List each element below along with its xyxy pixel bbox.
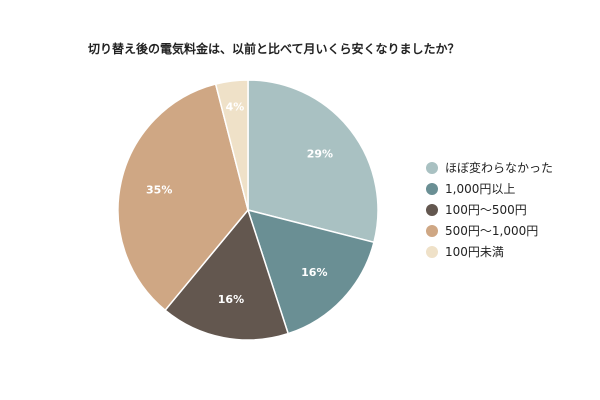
legend-swatch bbox=[426, 161, 438, 174]
legend-label: 100円〜500円 bbox=[445, 203, 527, 217]
pie-slice-2[interactable] bbox=[246, 208, 375, 335]
pie-data-label-3: 16% bbox=[218, 293, 244, 306]
legend-item-5[interactable]: 100円未満 bbox=[426, 241, 553, 262]
pie-data-label-5: 4% bbox=[226, 100, 245, 113]
legend-item-2[interactable]: 1,000円以上 bbox=[426, 178, 553, 199]
legend-label: 1,000円以上 bbox=[445, 182, 516, 196]
legend-swatch bbox=[426, 182, 438, 195]
pie-data-label-4: 35% bbox=[146, 184, 172, 197]
pie-slice-3[interactable] bbox=[164, 208, 290, 341]
legend-label: ほぼ変わらなかった bbox=[445, 161, 554, 175]
legend-swatch bbox=[426, 203, 438, 216]
legend-item-4[interactable]: 500円〜1,000円 bbox=[426, 220, 553, 241]
legend-label: 500円〜1,000円 bbox=[445, 224, 539, 238]
legend-item-3[interactable]: 100円〜500円 bbox=[426, 199, 553, 220]
chart-legend: ほぼ変わらなかった 1,000円以上 100円〜500円 500円〜1,000円 100… bbox=[426, 157, 553, 262]
pie-data-label-2: 16% bbox=[301, 266, 327, 279]
pie-slices bbox=[117, 79, 379, 341]
legend-label: 100円未満 bbox=[445, 245, 504, 259]
pie-data-label-1: 29% bbox=[307, 148, 333, 161]
pie-slice-5[interactable] bbox=[214, 79, 249, 211]
legend-swatch bbox=[426, 224, 438, 237]
chart-title: 切り替え後の電気料金は、以前と比べて月いくら安くなりましたか？ bbox=[88, 42, 460, 56]
pie-slice-4[interactable] bbox=[117, 83, 249, 312]
pie-data-labels: 29% 16% 16% 35% 4% bbox=[146, 100, 333, 306]
legend-item-1[interactable]: ほぼ変わらなかった bbox=[426, 157, 553, 178]
pie-slice-1[interactable] bbox=[247, 79, 379, 244]
legend-swatch bbox=[426, 245, 438, 258]
